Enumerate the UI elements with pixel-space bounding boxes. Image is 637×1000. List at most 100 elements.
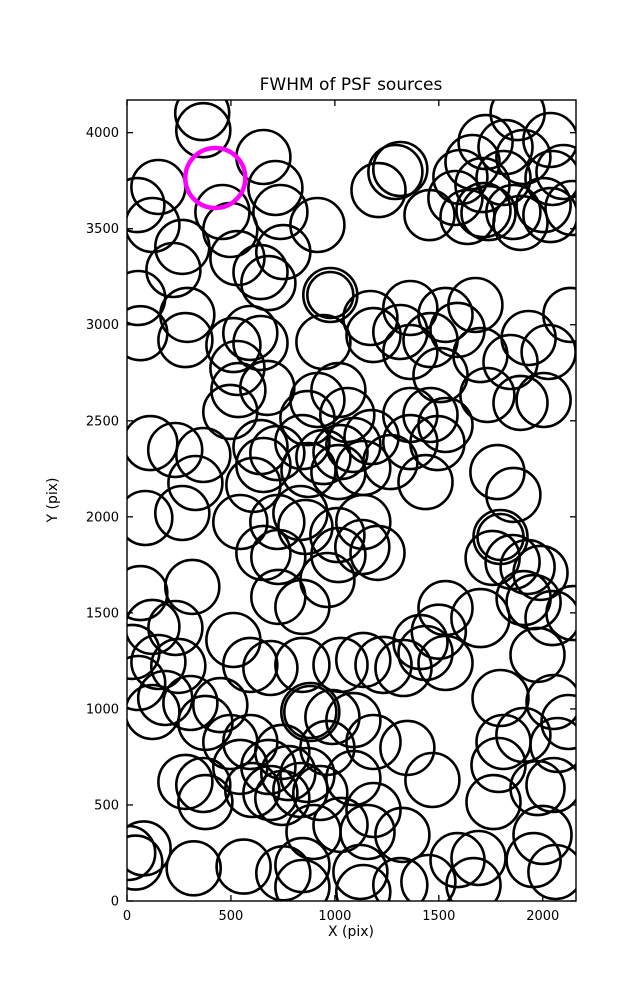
- psf-circle: [147, 599, 204, 657]
- psf-circle: [242, 639, 299, 697]
- psf-circle: [495, 706, 552, 764]
- highlighted-psf-circle: [183, 145, 248, 211]
- axis-ticks-layer: 0 500 1000 1500 2000 0 500 1000 1500 2000 2500 3000…: [86, 100, 576, 924]
- psf-circle: [545, 584, 576, 642]
- y-tick-label: 3500: [86, 222, 119, 237]
- psf-circle: [205, 316, 262, 374]
- psf-circle: [162, 674, 219, 732]
- plot-border: [126, 99, 577, 902]
- psf-circle: [402, 311, 459, 369]
- psf-circle: [205, 611, 262, 669]
- psf-circle: [305, 270, 355, 320]
- psf-circle: [374, 638, 433, 698]
- psf-circle: [279, 681, 341, 743]
- psf-circle: [252, 183, 309, 241]
- psf-circle: [130, 633, 187, 691]
- psf-circle: [127, 834, 164, 891]
- psf-circle: [427, 169, 484, 227]
- psf-circle: [505, 573, 562, 631]
- psf-circle: [222, 636, 279, 694]
- x-tick-label: 1000: [318, 909, 351, 924]
- psf-circle: [410, 603, 468, 661]
- psf-circle: [304, 688, 361, 746]
- psf-circle: [222, 304, 279, 362]
- psf-circle: [127, 564, 169, 622]
- psf-circle: [167, 454, 224, 512]
- psf-circle: [485, 183, 542, 241]
- y-tick-label: 2500: [86, 414, 119, 429]
- psf-circle: [127, 414, 179, 472]
- y-tick-label: 1000: [86, 702, 119, 717]
- psf-circle: [339, 803, 396, 861]
- psf-circle: [469, 443, 526, 501]
- psf-circle: [495, 128, 552, 186]
- psf-circle: [509, 626, 566, 684]
- psf-circle: [312, 423, 369, 481]
- psf-circle: [274, 636, 331, 694]
- psf-circle: [429, 301, 486, 359]
- psf-circle: [522, 186, 576, 244]
- psf-circle: [372, 856, 429, 901]
- psf-circle: [447, 276, 504, 334]
- psf-circle: [515, 371, 572, 429]
- psf-circle: [499, 538, 556, 596]
- psf-circle: [282, 684, 338, 740]
- psf-circle: [515, 176, 572, 234]
- x-tick-label: 500: [219, 909, 244, 924]
- psf-circle: [509, 759, 566, 817]
- psf-circle: [371, 140, 429, 198]
- psf-circle: [397, 453, 454, 511]
- psf-circle: [404, 751, 461, 809]
- psf-circle: [374, 806, 431, 864]
- psf-circle: [505, 831, 562, 889]
- psf-circle: [279, 389, 336, 447]
- psf-circle: [299, 551, 356, 609]
- psf-circle: [177, 773, 234, 831]
- x-axis-label: X (pix): [328, 924, 374, 940]
- chart-title: FWHM of PSF sources: [260, 75, 443, 95]
- psf-circle: [175, 101, 232, 159]
- psf-circle: [127, 654, 167, 712]
- psf-circle: [524, 149, 576, 207]
- psf-circle: [492, 374, 549, 432]
- x-tick-label: 0: [123, 909, 131, 924]
- psf-circle: [175, 426, 232, 484]
- x-tick-label: 2000: [526, 909, 559, 924]
- psf-circle: [145, 241, 202, 299]
- psf-circle: [460, 184, 517, 242]
- psf-circle: [127, 489, 174, 547]
- psf-circle: [301, 266, 359, 324]
- y-tick-label: 0: [111, 895, 119, 910]
- psf-circle: [465, 773, 522, 831]
- psf-circle: [525, 673, 576, 731]
- psf-circle: [459, 366, 516, 424]
- psf-circle: [495, 569, 552, 627]
- psf-circle: [529, 716, 576, 774]
- psf-circle: [127, 176, 166, 234]
- psf-circle: [342, 289, 399, 347]
- psf-circle: [325, 749, 382, 807]
- y-tick-label: 2000: [86, 510, 119, 525]
- psf-circle: [295, 313, 352, 371]
- y-tick-label: 500: [94, 798, 119, 813]
- psf-circle: [379, 719, 436, 777]
- psf-circle: [542, 286, 576, 344]
- psf-circle: [173, 100, 231, 142]
- psf-circle: [247, 159, 304, 217]
- psf-circle: [349, 524, 406, 582]
- psf-circle: [157, 753, 214, 811]
- y-axis-label: Y (pix): [45, 478, 61, 524]
- psf-circle: [512, 804, 573, 866]
- psf-circle: [154, 484, 211, 542]
- psf-circle: [232, 243, 289, 301]
- psf-circle: [367, 143, 424, 201]
- psf-circle: [248, 493, 306, 551]
- psf-circle: [127, 304, 169, 362]
- psf-circle: [457, 113, 514, 171]
- psf-circle: [381, 413, 439, 471]
- psf-circle: [127, 269, 167, 327]
- psf-circle: [279, 746, 336, 804]
- psf-circle: [381, 323, 439, 381]
